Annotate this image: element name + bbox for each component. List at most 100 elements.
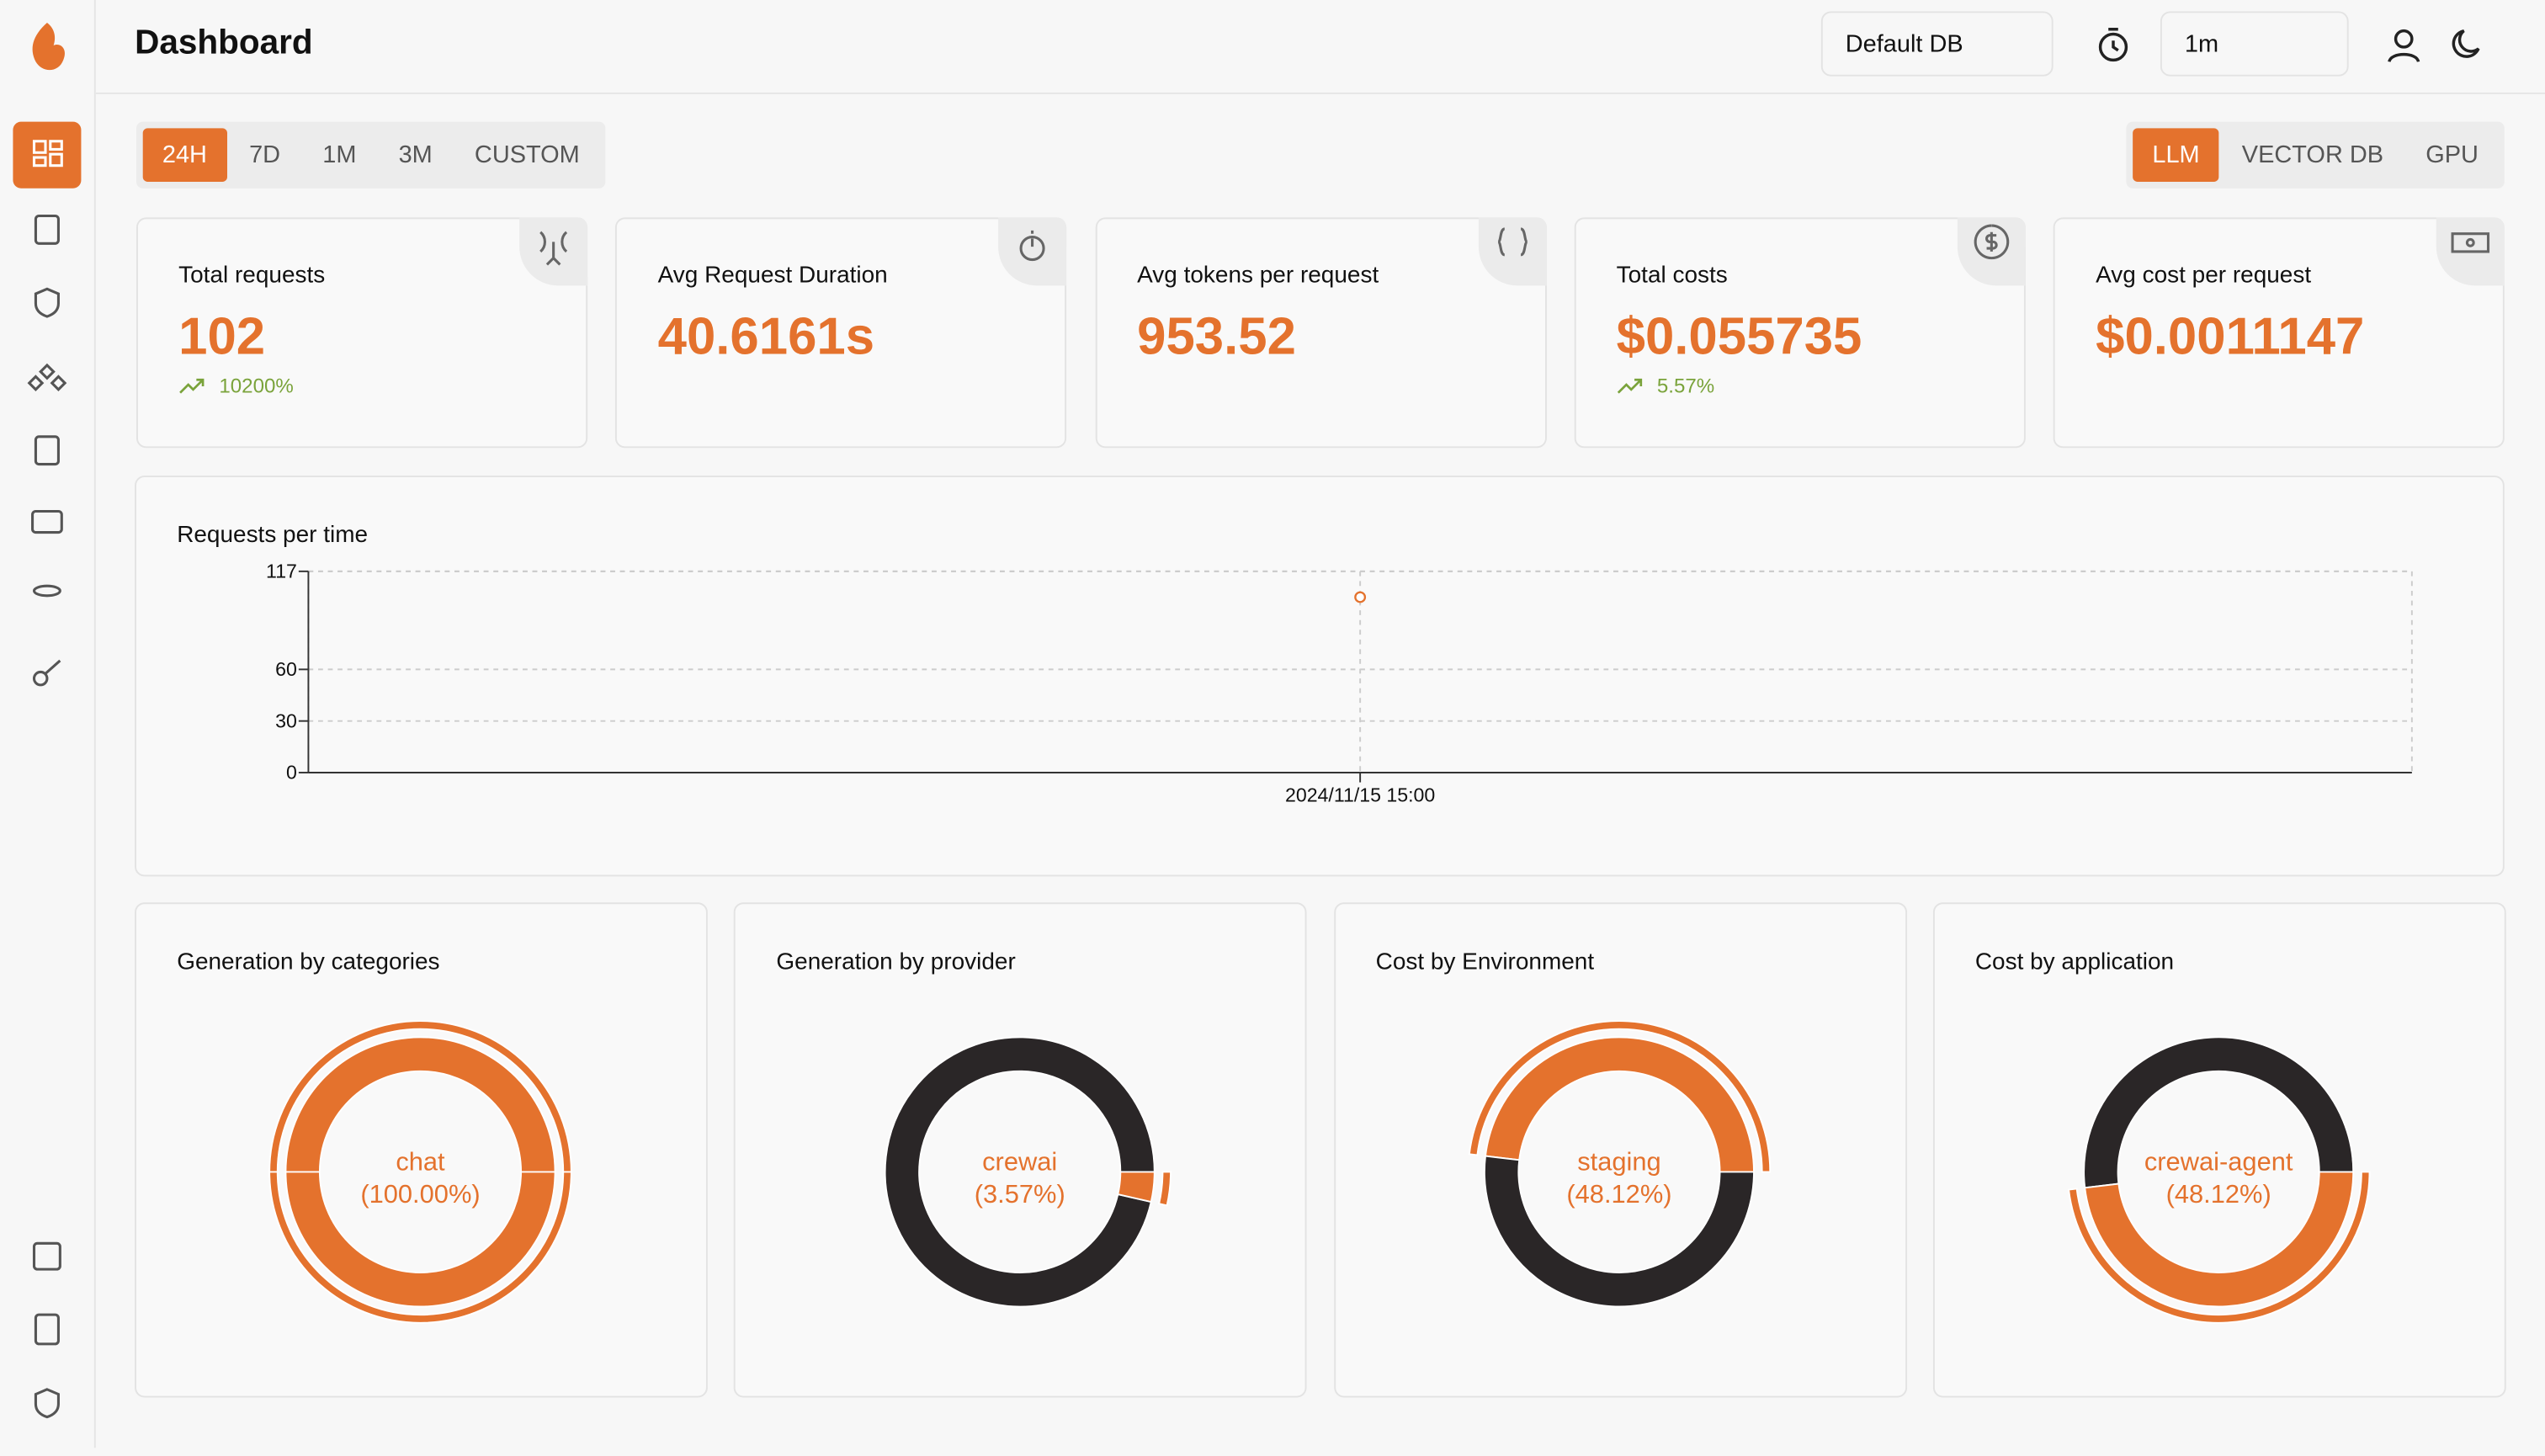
pie-segment (2083, 1036, 2355, 1189)
stat-card: Avg cost per request $0.0011147 (2054, 217, 2505, 449)
card-title: Total costs (1616, 263, 1728, 290)
y-tick-label: 117 (266, 561, 297, 582)
card-icon (1020, 230, 1046, 262)
nav-icon[interactable] (32, 584, 61, 598)
stat-card: Avg Request Duration 40.6161s (615, 217, 1067, 449)
chart-title: Requests per time (177, 521, 368, 547)
pie-center-value: (48.12%) (1566, 1179, 1671, 1209)
card-icon (2451, 232, 2490, 253)
pie-center-label: staging (1577, 1146, 1660, 1176)
pie-center-label: crewai (982, 1146, 1057, 1176)
card-value: $0.055735 (1616, 306, 1862, 365)
page-title: Dashboard (135, 24, 313, 62)
pie-card (1333, 902, 1907, 1398)
time-filter-option[interactable]: 7D (249, 141, 281, 169)
card-icon (1496, 227, 1528, 257)
pie-card (734, 902, 1308, 1398)
time-filter-option[interactable]: 3M (398, 141, 433, 169)
refresh-icon (2098, 27, 2128, 62)
stat-card: Total requests 102 10200% (135, 217, 588, 449)
y-tick-label: 60 (275, 658, 297, 680)
card-value: 102 (178, 306, 266, 365)
card-value: $0.0011147 (2096, 306, 2365, 365)
type-tab[interactable]: GPU (2425, 141, 2479, 169)
refresh-label: 1m (2184, 29, 2219, 58)
card-value: 953.52 (1137, 306, 1296, 365)
trend-arrow (178, 375, 208, 402)
y-tick-label: 30 (275, 709, 297, 731)
pie-segment (2084, 1171, 2355, 1308)
card-title: Avg tokens per request (1137, 263, 1379, 290)
time-filter-option[interactable]: 1M (322, 141, 357, 169)
chart-title: Generation by provider (776, 948, 1015, 974)
card-value: 40.6161s (657, 306, 875, 365)
type-tabs: LLM VECTOR DB GPU (2126, 121, 2505, 189)
stat-card: Avg tokens per request 953.52 (1095, 217, 1547, 449)
card-icon (539, 231, 568, 266)
top-bar: Dashboard Default DB 1m (95, 0, 2545, 94)
pie-segment (1483, 1155, 1755, 1308)
active-segment-ring (268, 1020, 572, 1324)
time-filter: 24H 7D 1M 3M CUSTOM (135, 121, 606, 189)
line-card (135, 476, 2505, 877)
pie-segment (884, 1036, 1156, 1308)
pie-center-value: (3.57%) (975, 1179, 1065, 1209)
stat-card: Total costs $0.055735 5.57% (1574, 217, 2026, 449)
pie-center-value: (100.00%) (360, 1179, 480, 1209)
sidebar-icons (13, 22, 82, 1419)
trend-icon (1617, 378, 1642, 394)
card-change: 10200% (219, 375, 294, 398)
card-icon (1974, 224, 2009, 260)
nav-icon[interactable] (32, 670, 49, 687)
card-title: Avg Request Duration (657, 263, 888, 290)
active-segment-ring (1468, 1020, 1772, 1173)
pie-center-label: crewai-agent (2144, 1146, 2293, 1176)
data-point (1354, 591, 1367, 603)
pie-segment (1117, 1171, 1156, 1204)
refresh-select[interactable]: 1m (2160, 11, 2349, 77)
card-icon-tab (1957, 217, 2026, 286)
card-icon-tab (519, 217, 588, 286)
type-tab[interactable]: VECTOR DB (2241, 141, 2384, 169)
active-segment-ring (2067, 1171, 2371, 1324)
pie-center-value: (48.12%) (2166, 1179, 2271, 1209)
x-tick-label: 2024/11/15 15:00 (1285, 784, 1435, 806)
card-title: Avg cost per request (2096, 263, 2312, 290)
nav-icon[interactable] (34, 435, 60, 466)
card-title: Total requests (178, 263, 326, 290)
nav-icon[interactable] (31, 509, 63, 534)
card-change: 5.57% (1656, 375, 1715, 398)
pie-center-label: chat (396, 1146, 445, 1176)
card-icon-tab (1478, 217, 1547, 286)
sidebar (0, 0, 96, 1448)
nav-active[interactable] (13, 121, 82, 189)
nav-icon[interactable] (34, 1388, 60, 1419)
trend-icon (179, 378, 205, 394)
database-select[interactable]: Default DB (1820, 11, 2054, 77)
database-label: Default DB (1845, 29, 1963, 58)
trend-arrow (1617, 375, 1646, 402)
active-segment-ring (1158, 1171, 1172, 1207)
chart-title: Cost by Environment (1376, 948, 1595, 974)
nav-icon[interactable] (27, 363, 67, 392)
type-tab[interactable]: LLM (2133, 128, 2219, 182)
chart-title: Cost by application (1975, 948, 2174, 974)
time-filter-option[interactable]: CUSTOM (474, 141, 580, 169)
pie-segment (1484, 1036, 1755, 1173)
pie-segment (284, 1036, 556, 1308)
nav-icon[interactable] (34, 214, 60, 245)
time-filter-option[interactable]: 24H (142, 128, 227, 182)
nav-icon[interactable] (32, 1241, 61, 1271)
logo (32, 22, 65, 71)
card-icon-tab (2436, 217, 2505, 286)
chart-title: Generation by categories (177, 948, 439, 974)
y-tick-label: 0 (286, 762, 297, 784)
nav-icon[interactable] (34, 1313, 60, 1346)
nav-icon[interactable] (34, 287, 60, 318)
card-icon-tab (998, 217, 1067, 286)
user-theme-icons[interactable] (2384, 26, 2482, 65)
